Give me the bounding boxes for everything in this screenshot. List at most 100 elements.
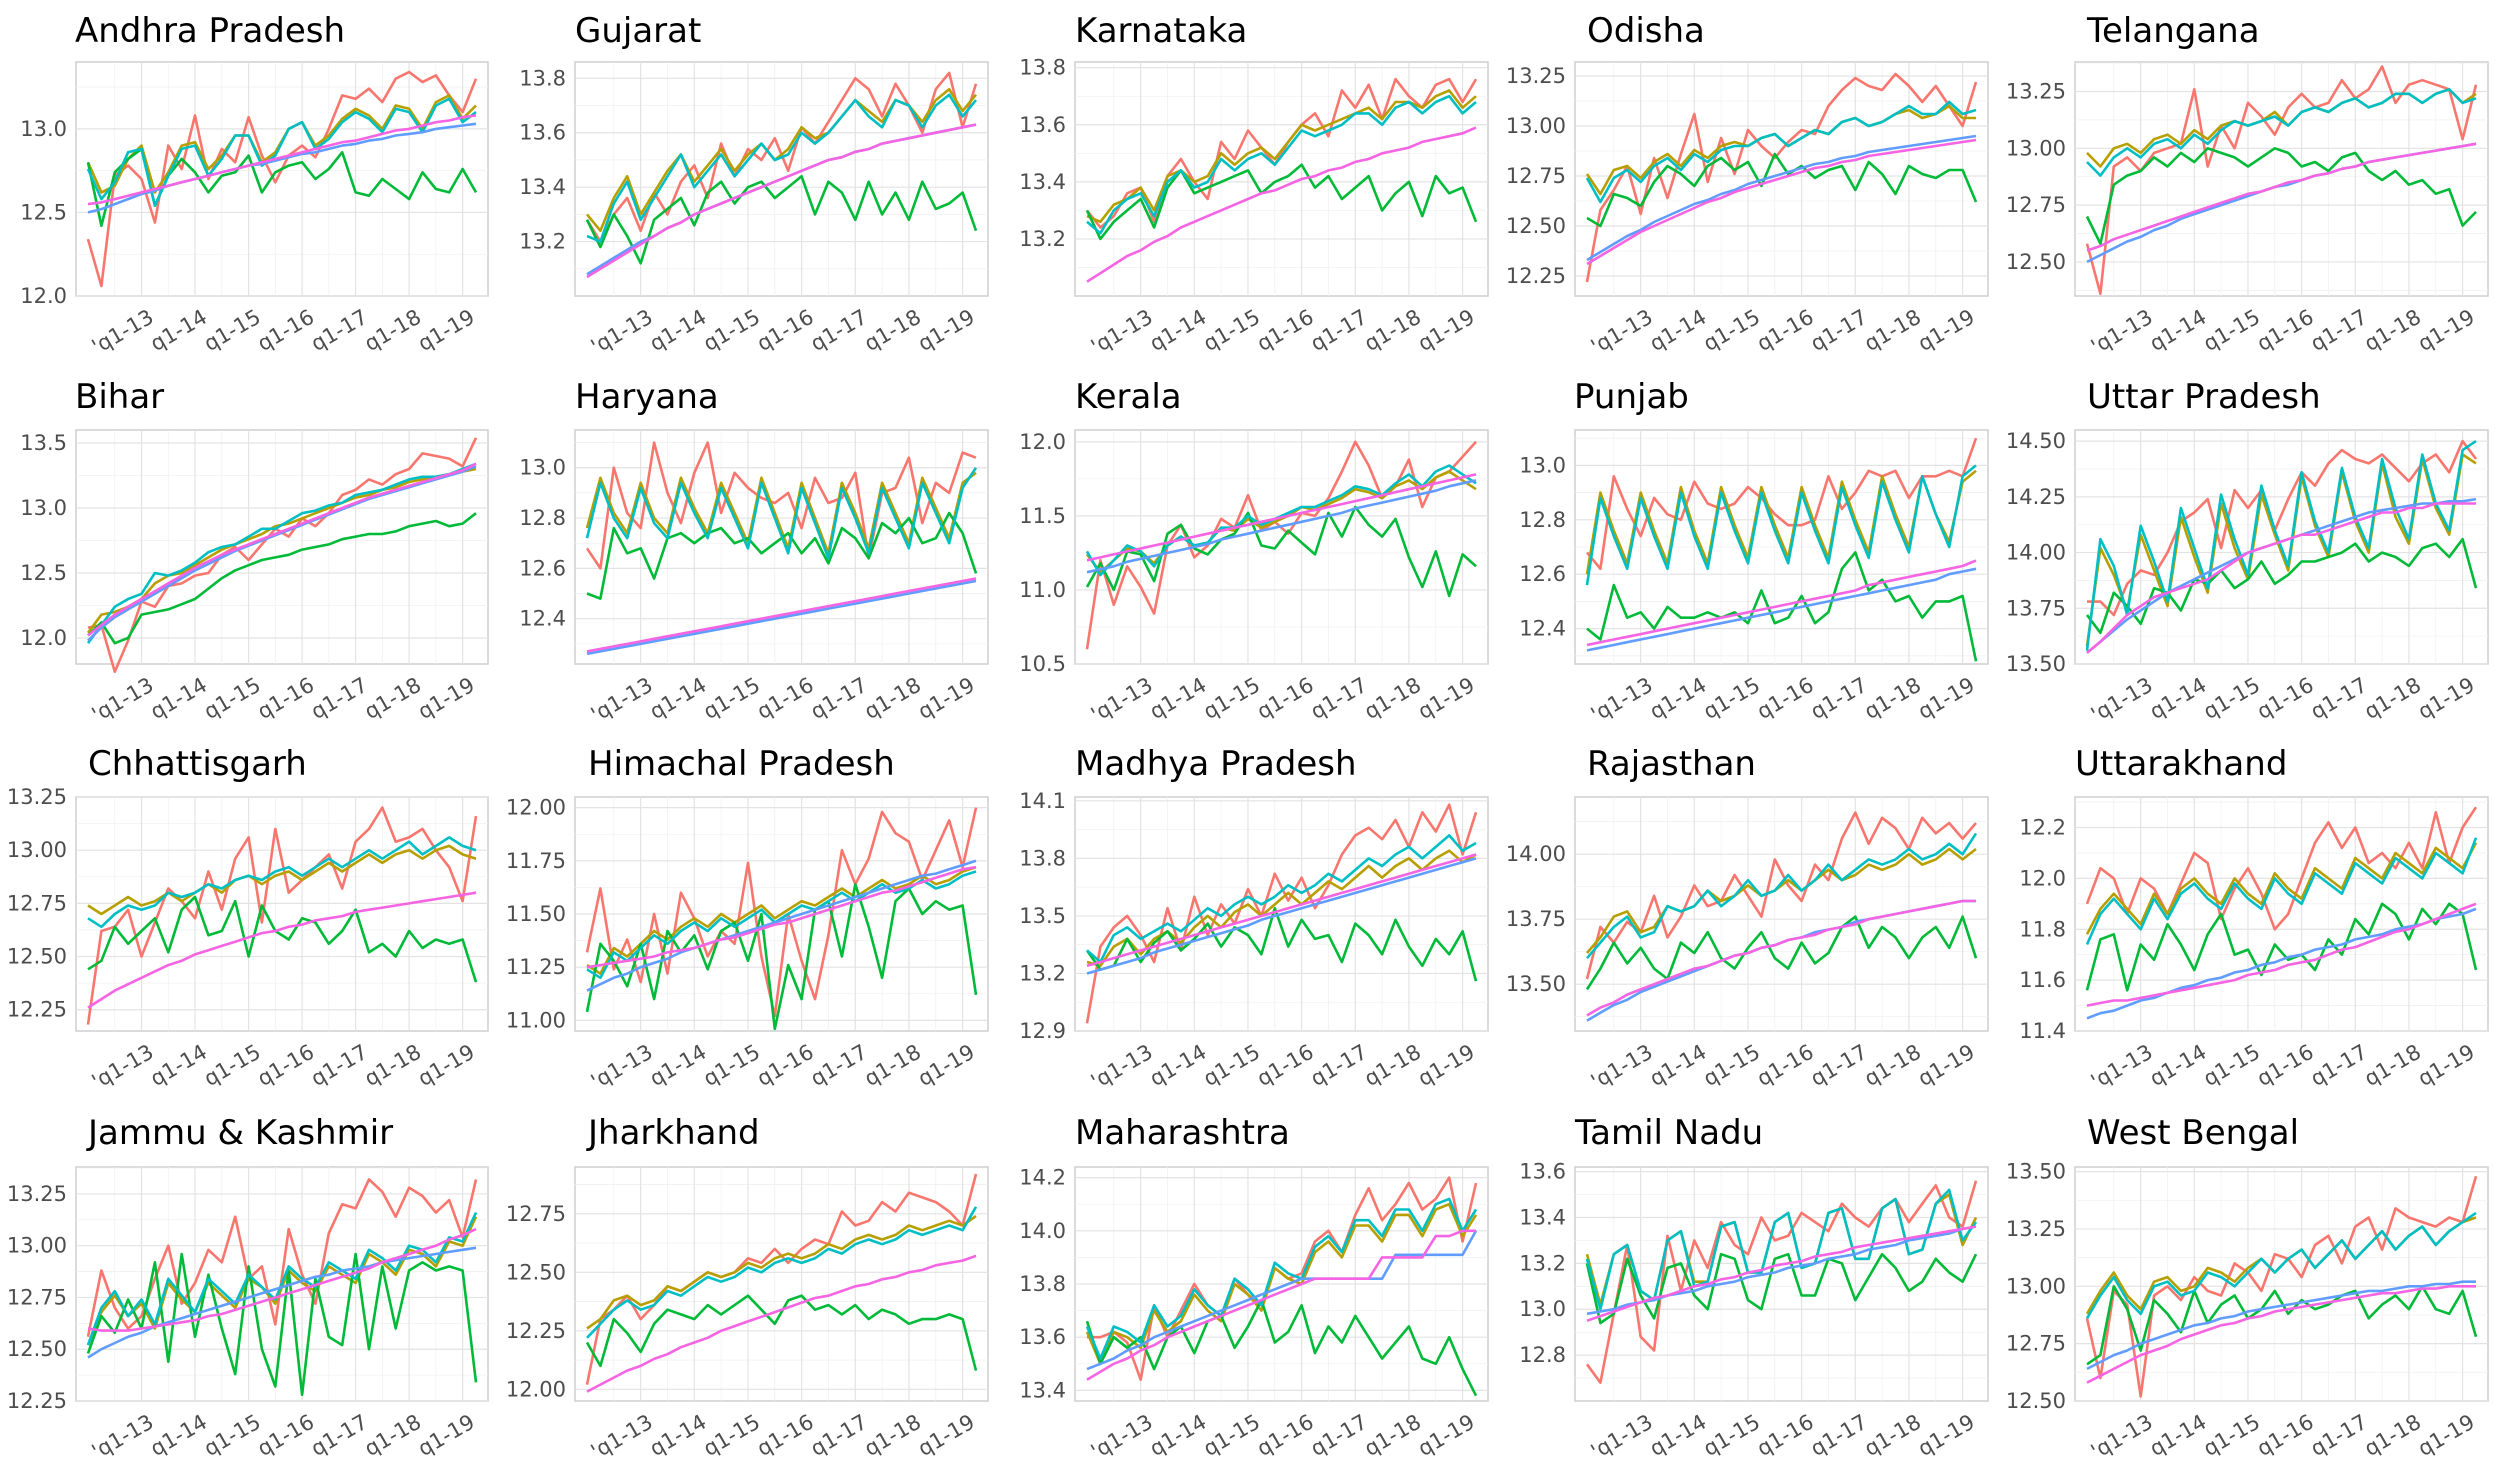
series-line [86, 97, 477, 207]
y-tick-label: 12.2 [2019, 816, 2066, 840]
plot-area [2074, 1166, 2489, 1402]
series-line [2087, 439, 2478, 617]
x-tick-label: q1-16 [2253, 673, 2318, 724]
y-tick-label: 11.6 [2019, 968, 2066, 992]
x-tick-label: q1-14 [1646, 1040, 1711, 1091]
x-tick-label: q1-14 [1146, 1040, 1211, 1091]
x-tick-label: q1-14 [646, 673, 711, 724]
x-tick-label: 'q1-13 [2087, 1410, 2157, 1464]
x-tick-label: q1-18 [360, 1040, 425, 1091]
x-tick-label: q1-18 [1360, 305, 1425, 356]
y-tick-label: 13.6 [1019, 1325, 1066, 1349]
series-line [1085, 1202, 1478, 1366]
series-line [2086, 142, 2477, 252]
y-tick-label: 13.5 [1019, 904, 1066, 928]
series-line [586, 123, 977, 279]
y-tick-label: 12.25 [1506, 264, 1566, 288]
panel-title: Punjab [1574, 377, 1689, 417]
series-line [1086, 94, 1477, 235]
x-tick-label: q1-14 [1646, 1410, 1711, 1461]
series-line [586, 859, 977, 992]
series-line [87, 462, 477, 637]
series-line [1586, 152, 1978, 228]
x-tick-label: q1-15 [2199, 1410, 2264, 1461]
series-line [2086, 1280, 2476, 1371]
x-tick-label: q1-18 [1360, 673, 1425, 724]
series-line [2086, 902, 2477, 1007]
x-tick-label: q1-15 [2199, 305, 2264, 356]
series-line [585, 466, 978, 560]
series-line [1586, 138, 1977, 266]
series-line [87, 1227, 477, 1332]
panel-jammu-and-kashmir: 12.2512.5012.7513.0013.25'q1-13q1-14q1-1… [7, 1113, 489, 1464]
series-line [86, 462, 477, 644]
x-tick-label: q1-17 [307, 1040, 372, 1091]
x-tick-label: q1-16 [753, 1410, 818, 1461]
y-tick-label: 11.5 [1019, 504, 1066, 528]
panel-madhya-pradesh: 12.913.213.513.814.1'q1-13q1-14q1-15q1-1… [1019, 744, 1489, 1094]
panel-title: Telangana [2086, 11, 2260, 51]
x-tick-label: q1-16 [753, 673, 818, 724]
y-tick-label: 12.5 [20, 200, 67, 224]
x-tick-label: q1-15 [200, 673, 265, 724]
x-tick-label: q1-18 [1360, 1410, 1425, 1461]
panel-himachal-pradesh: 11.0011.2511.5011.7512.00'q1-13q1-14q1-1… [506, 744, 989, 1094]
series-line [1086, 126, 1477, 283]
panel-title: Madhya Pradesh [1075, 744, 1357, 784]
panel-jharkhand: 12.0012.2512.5012.75'q1-13q1-14q1-15q1-1… [506, 1113, 989, 1464]
series-line [1585, 915, 1978, 991]
y-tick-label: 13.8 [519, 66, 566, 90]
panel-title: Karnataka [1075, 11, 1247, 51]
series-line [1085, 803, 1478, 1024]
y-tick-label: 12.9 [1019, 1019, 1066, 1043]
x-tick-label: q1-18 [1360, 1040, 1425, 1091]
series-line [1085, 163, 1478, 241]
x-tick-label: q1-16 [2253, 305, 2318, 356]
x-tick-label: q1-14 [2146, 305, 2211, 356]
series-line [585, 441, 977, 570]
series-line [586, 1254, 977, 1393]
x-tick-label: q1-14 [2146, 1040, 2211, 1091]
x-tick-label: q1-18 [2360, 1040, 2425, 1091]
x-tick-label: q1-19 [414, 1040, 479, 1091]
x-tick-label: q1-17 [2307, 1410, 2372, 1461]
x-tick-label: 'q1-13 [88, 1410, 158, 1464]
x-tick-label: 'q1-13 [1587, 1410, 1657, 1464]
panel-telangana: 12.5012.7513.0013.25'q1-13q1-14q1-15q1-1… [2006, 11, 2489, 359]
y-tick-label: 13.4 [519, 175, 566, 199]
x-tick-label: q1-15 [1199, 1040, 1264, 1091]
panel-odisha: 12.2512.5012.7513.0013.25'q1-13q1-14q1-1… [1506, 11, 1989, 359]
series-line [586, 579, 977, 656]
panel-title: Tamil Nadu [1574, 1113, 1763, 1153]
x-tick-label: 'q1-13 [88, 305, 158, 359]
y-tick-label: 13.6 [519, 121, 566, 145]
y-tick-label: 13.50 [2006, 1160, 2066, 1184]
y-tick-label: 13.8 [1019, 56, 1066, 80]
series-line [1586, 551, 1978, 662]
series-line [586, 1215, 977, 1330]
panel-title: Himachal Pradesh [588, 744, 895, 784]
panel-andhra-pradesh: 12.012.513.0'q1-13q1-14q1-15q1-16q1-17q1… [20, 11, 489, 359]
panel-chhattisgarh: 12.2512.5012.7513.0013.25'q1-13q1-14q1-1… [7, 744, 489, 1094]
y-tick-label: 12.25 [7, 998, 67, 1022]
x-tick-label: q1-19 [1914, 673, 1979, 724]
series-line [1086, 853, 1477, 968]
x-tick-label: q1-15 [1199, 673, 1264, 724]
plot-area [2074, 61, 2489, 297]
series-line [1586, 899, 1976, 1017]
x-tick-label: q1-16 [1253, 305, 1318, 356]
series-line [2085, 440, 2477, 651]
series-line [1585, 464, 1977, 586]
y-tick-label: 12.8 [1519, 1343, 1566, 1367]
series-line [2086, 907, 2477, 1020]
x-tick-label: q1-16 [753, 305, 818, 356]
y-tick-label: 12.50 [7, 1337, 67, 1361]
series-line [2085, 902, 2478, 992]
y-tick-label: 13.8 [1019, 846, 1066, 870]
series-line [87, 122, 477, 214]
y-tick-label: 12.0 [20, 284, 67, 308]
x-tick-label: q1-17 [1307, 1410, 1372, 1461]
series-line [87, 844, 477, 916]
x-tick-label: q1-14 [1146, 1410, 1211, 1461]
y-tick-label: 13.4 [1019, 1378, 1066, 1402]
